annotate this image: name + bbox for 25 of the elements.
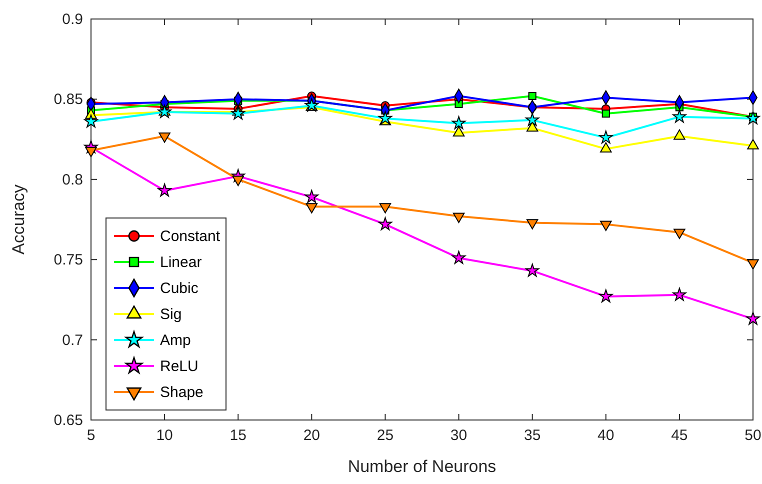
x-axis-title: Number of Neurons — [348, 457, 496, 476]
y-tick-label: 0.85 — [54, 91, 83, 108]
x-tick-label: 35 — [524, 427, 541, 444]
legend-label: Constant — [160, 228, 221, 245]
y-tick-label: 0.8 — [62, 171, 83, 188]
x-tick-label: 45 — [671, 427, 688, 444]
legend-label: Amp — [160, 332, 191, 349]
x-tick-label: 40 — [598, 427, 614, 444]
legend-label: Linear — [160, 254, 202, 271]
y-tick-label: 0.75 — [54, 252, 83, 269]
y-axis-title: Accuracy — [9, 184, 28, 254]
y-tick-label: 0.65 — [54, 412, 83, 429]
x-tick-label: 10 — [156, 427, 173, 444]
y-tick-label: 0.9 — [62, 11, 83, 28]
y-tick-label: 0.7 — [62, 332, 83, 349]
x-tick-label: 15 — [230, 427, 246, 444]
x-tick-label: 20 — [303, 427, 320, 444]
x-tick-label: 5 — [86, 427, 96, 444]
legend-label: Shape — [160, 384, 204, 401]
x-tick-label: 25 — [376, 427, 394, 444]
x-tick-label: 50 — [744, 427, 762, 444]
legend-label: Cubic — [160, 280, 199, 297]
legend-label: Sig — [160, 306, 182, 323]
legend-label: ReLU — [160, 358, 198, 375]
x-tick-label: 30 — [450, 427, 468, 444]
